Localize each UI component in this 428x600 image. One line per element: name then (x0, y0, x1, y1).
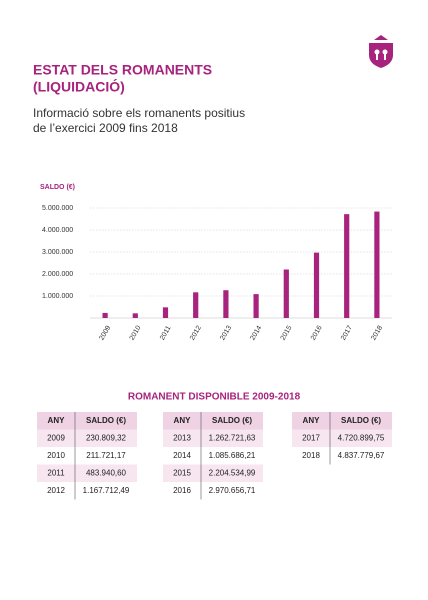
bar (374, 211, 380, 318)
row-bg (37, 429, 137, 447)
table-header: SALDO (€) (212, 416, 252, 425)
table-cell: 2.970.656,71 (209, 486, 256, 495)
table-cell: 2012 (47, 486, 65, 495)
x-tick-label: 2012 (189, 325, 203, 342)
table-cell: 1.085.686,21 (209, 451, 256, 460)
x-tick-label: 2015 (280, 325, 294, 342)
table-cell: 2015 (173, 468, 191, 477)
table-title: ROMANENT DISPONIBLE 2009-2018 (128, 392, 301, 403)
table-header-bg (37, 412, 137, 430)
table-header-bg (163, 412, 263, 430)
row-bg (163, 429, 263, 447)
table-cell: 4.720.899,75 (338, 433, 385, 442)
table-cell: 2009 (47, 433, 65, 442)
row-bg (37, 464, 137, 482)
bar (193, 292, 199, 318)
x-tick-label: 2018 (370, 325, 384, 342)
subtitle: Informació sobre els romanents positius (33, 106, 245, 120)
table-header: ANY (174, 416, 192, 425)
table-header: SALDO (€) (341, 416, 381, 425)
table-cell: 2010 (47, 451, 65, 460)
bar (253, 294, 259, 318)
x-tick-label: 2010 (129, 325, 143, 342)
x-tick-label: 2011 (159, 325, 173, 342)
y-tick-label: 4.000.000 (42, 227, 73, 234)
bar (344, 214, 350, 318)
table-cell: 230.809,32 (86, 433, 127, 442)
title: ESTAT DELS ROMANENTS (33, 62, 212, 78)
x-tick-label: 2013 (219, 325, 233, 342)
table-cell: 483.940,60 (86, 468, 127, 477)
bar (132, 313, 138, 318)
row-bg (292, 429, 392, 447)
table-cell: 2014 (173, 451, 191, 460)
x-tick-label: 2014 (249, 325, 263, 342)
table-cell: 2016 (173, 486, 191, 495)
table-header: ANY (48, 416, 66, 425)
bar (162, 307, 169, 318)
x-tick-label: 2009 (98, 325, 112, 342)
bar (223, 290, 229, 318)
bar (283, 269, 289, 318)
y-tick-label: 5.000.000 (42, 205, 73, 212)
bar (102, 312, 108, 318)
bar (313, 252, 320, 318)
table-cell: 2017 (302, 433, 320, 442)
y-axis-label: SALDO (€) (40, 184, 75, 191)
logo (369, 35, 393, 68)
table-cell: 2.204.534,99 (209, 468, 256, 477)
table-cell: 211.721,17 (86, 451, 126, 460)
table-cell: 1.262.721,63 (209, 433, 256, 442)
table-cell: 1.167.712,49 (83, 486, 130, 495)
table-cell: 2011 (47, 468, 65, 477)
subtitle: de l’exercici 2009 fins 2018 (33, 121, 178, 135)
y-tick-label: 1.000.000 (42, 293, 73, 300)
title: (LIQUIDACIÓ) (33, 78, 125, 95)
table-cell: 4.837.779,67 (338, 451, 385, 460)
table-cell: 2013 (173, 433, 191, 442)
table-header: SALDO (€) (86, 416, 126, 425)
x-tick-label: 2017 (340, 325, 354, 342)
y-tick-label: 3.000.000 (42, 249, 73, 256)
x-tick-label: 2016 (310, 325, 324, 342)
table-cell: 2018 (302, 451, 320, 460)
y-tick-label: 2.000.000 (42, 271, 73, 278)
table-header: ANY (303, 416, 321, 425)
row-bg (163, 464, 263, 482)
table-header-bg (292, 412, 392, 430)
